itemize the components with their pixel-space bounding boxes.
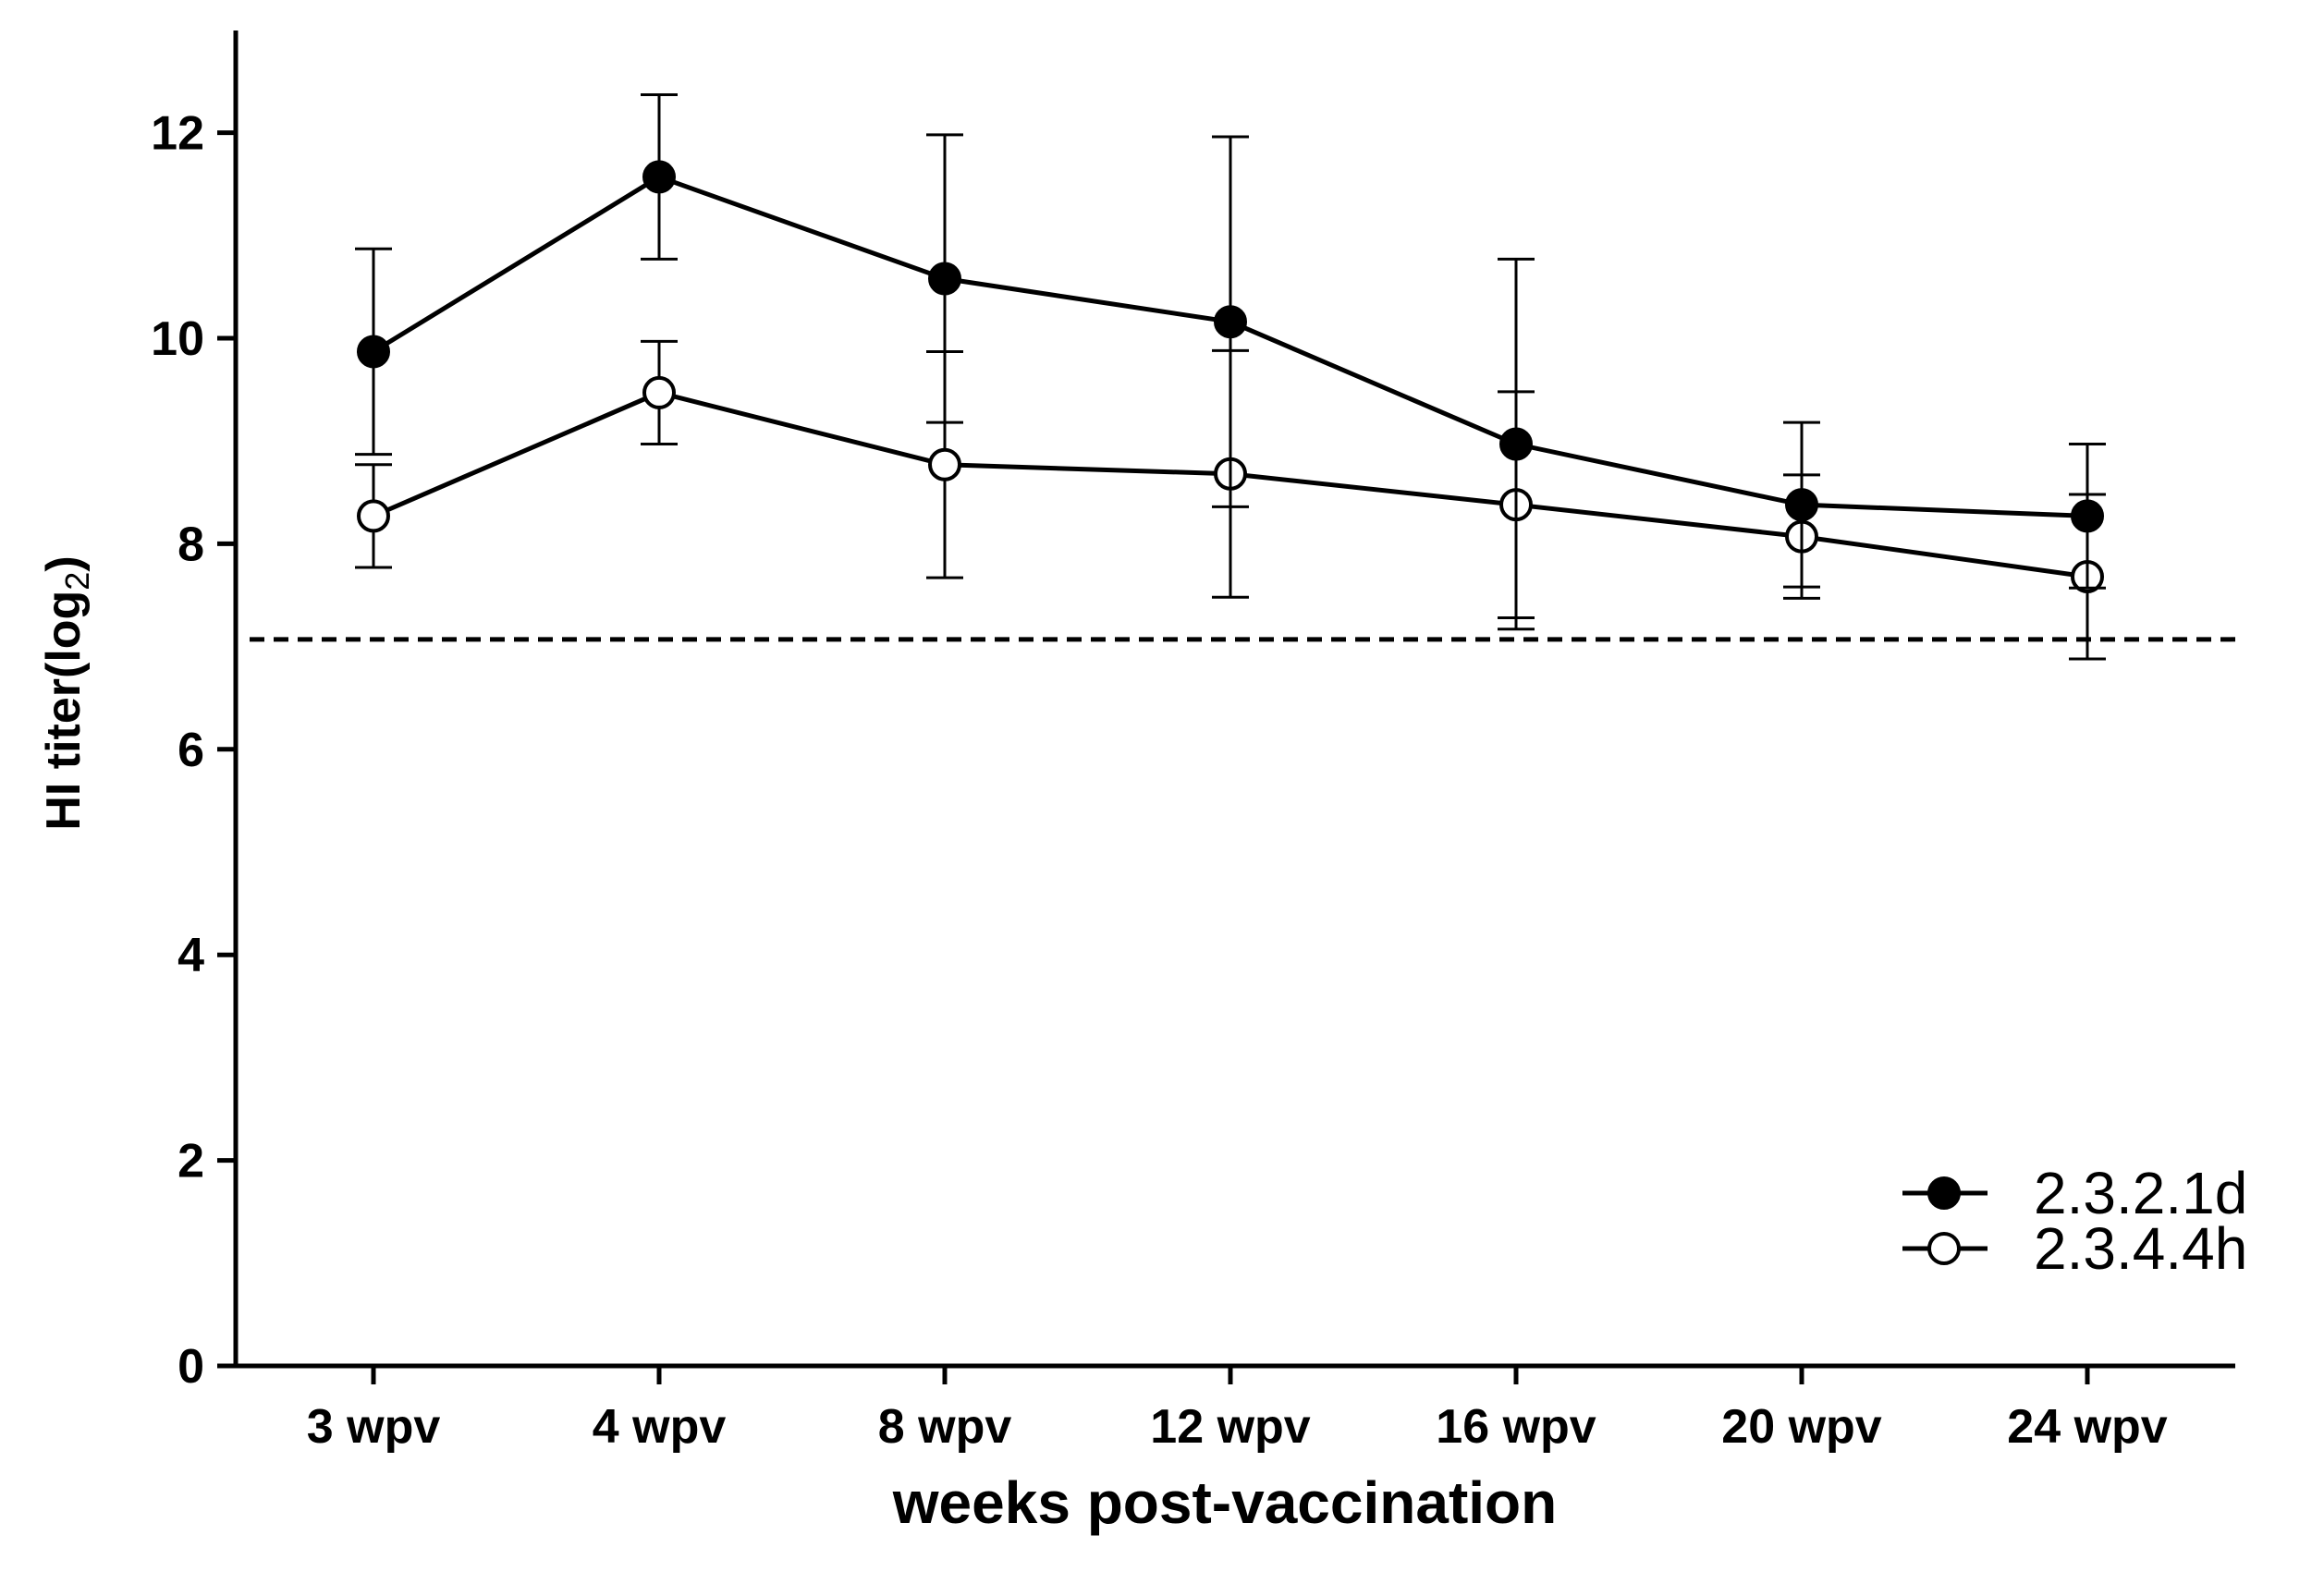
data-point: [1499, 427, 1533, 461]
data-point: [642, 375, 676, 409]
y-axis-title-subscript: 2: [58, 572, 96, 591]
x-axis-title: weeks post-vaccination: [892, 1469, 1557, 1536]
axes-group: 0 2 4 6 8 10 12 3 wpv 4 wpv 8 wpv 12 wpv 16 wpv 20 w…: [151, 30, 2235, 1454]
legend-marker: [1927, 1176, 1961, 1210]
x-tick-label: 12 wpv: [1150, 1400, 1310, 1454]
y-tick-label: 6: [177, 724, 204, 777]
legend-item: 2.3.2.1d: [1902, 1160, 2247, 1226]
x-tick-label: 24 wpv: [2007, 1400, 2167, 1454]
y-tick-label: 4: [177, 929, 204, 982]
x-tick-label: 3 wpv: [307, 1400, 441, 1454]
data-point: [2071, 499, 2104, 533]
data-point: [357, 499, 390, 533]
data-point: [928, 262, 961, 296]
legend: 2.3.2.1d2.3.4.4h: [1902, 1160, 2247, 1282]
y-axis-title-close: ): [37, 555, 91, 571]
data-point: [1214, 305, 1247, 339]
legend-label: 2.3.2.1d: [2034, 1160, 2247, 1226]
y-tick-label: 10: [151, 312, 204, 366]
x-tick-label: 20 wpv: [1721, 1400, 1881, 1454]
y-axis-title-main: HI titer(log: [37, 591, 91, 831]
legend-label: 2.3.4.4h: [2034, 1215, 2247, 1282]
data-point: [642, 160, 676, 194]
y-tick-label: 12: [151, 107, 204, 161]
y-tick-label: 2: [177, 1135, 204, 1188]
y-axis-title: HI titer(log2): [37, 555, 96, 830]
series-2.3.2.1d: [355, 92, 2106, 631]
x-tick-label: 8 wpv: [878, 1400, 1012, 1454]
y-tick-label: 0: [177, 1340, 204, 1394]
data-point: [928, 447, 961, 481]
x-tick-label: 16 wpv: [1436, 1400, 1596, 1454]
legend-marker: [1927, 1232, 1961, 1265]
y-tick-label: 8: [177, 518, 204, 571]
data-point: [357, 335, 390, 369]
x-tick-label: 4 wpv: [593, 1400, 727, 1454]
legend-item: 2.3.4.4h: [1902, 1215, 2247, 1282]
data-point: [1785, 488, 1818, 522]
series-group: [355, 92, 2106, 661]
